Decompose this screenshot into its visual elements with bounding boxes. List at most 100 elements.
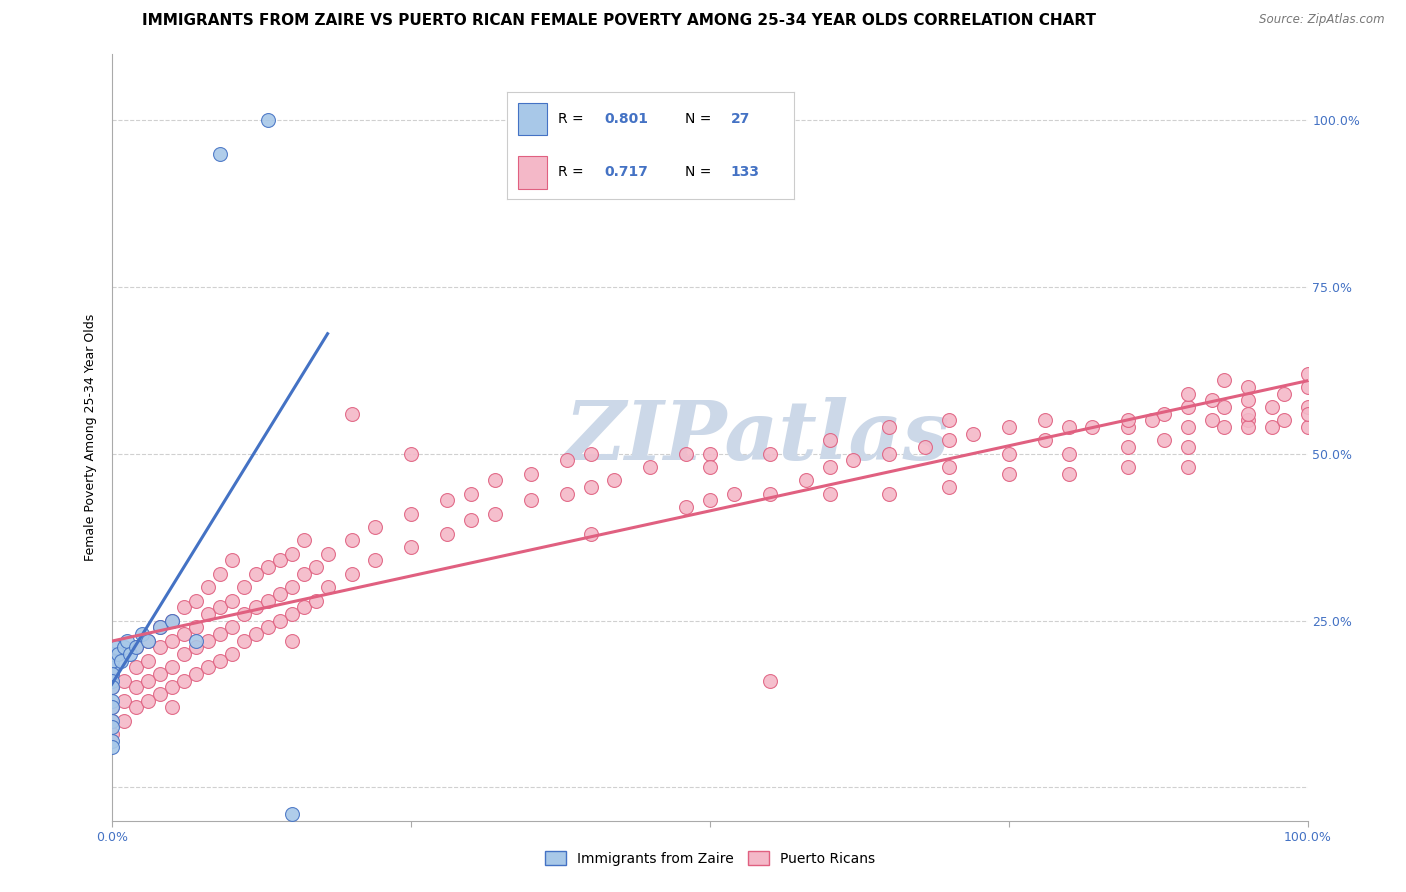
Point <box>173 627 195 641</box>
Point <box>675 447 697 461</box>
Point <box>1177 460 1199 475</box>
Point <box>292 600 315 615</box>
Text: IMMIGRANTS FROM ZAIRE VS PUERTO RICAN FEMALE POVERTY AMONG 25-34 YEAR OLDS CORRE: IMMIGRANTS FROM ZAIRE VS PUERTO RICAN FE… <box>142 13 1095 29</box>
Point <box>209 566 232 581</box>
Point <box>699 447 721 461</box>
Point <box>436 526 458 541</box>
Point <box>101 666 124 681</box>
Point <box>603 474 626 488</box>
Point <box>1296 420 1319 434</box>
Point <box>186 666 208 681</box>
Point <box>101 700 124 714</box>
Point <box>269 553 291 567</box>
Point <box>1296 380 1319 394</box>
Point <box>1033 434 1056 448</box>
Point <box>401 540 423 554</box>
Point <box>162 700 183 714</box>
Point <box>233 607 256 621</box>
Point <box>257 620 280 634</box>
Point <box>340 407 363 421</box>
Point <box>699 493 721 508</box>
Point <box>1261 420 1284 434</box>
Point <box>520 493 543 508</box>
Point <box>101 740 124 755</box>
Point <box>818 460 841 475</box>
Point <box>269 587 291 601</box>
Point <box>281 607 304 621</box>
Point <box>699 460 721 475</box>
Point <box>1118 420 1140 434</box>
Point <box>101 647 124 661</box>
Point <box>115 633 138 648</box>
Point <box>245 566 267 581</box>
Point <box>842 453 865 467</box>
Point <box>221 593 243 607</box>
Point <box>1296 407 1319 421</box>
Point <box>149 640 172 655</box>
Point <box>281 807 304 822</box>
Point <box>555 453 578 467</box>
Point <box>1272 386 1295 401</box>
Point <box>269 614 291 628</box>
Point <box>245 600 267 615</box>
Point <box>759 487 782 501</box>
Point <box>675 500 697 515</box>
Point <box>579 480 602 494</box>
Point <box>138 654 160 668</box>
Point <box>125 680 148 694</box>
Point <box>938 460 960 475</box>
Point <box>138 673 160 688</box>
Point <box>879 487 901 501</box>
Point <box>101 673 124 688</box>
Point <box>1142 413 1164 427</box>
Point <box>149 687 172 701</box>
Point <box>484 474 506 488</box>
Point <box>101 727 124 741</box>
Point <box>914 440 936 454</box>
Point <box>105 640 128 655</box>
Point <box>1272 413 1295 427</box>
Point <box>209 146 232 161</box>
Point <box>460 513 482 527</box>
Point <box>520 467 543 481</box>
Point <box>401 447 423 461</box>
Point <box>162 614 183 628</box>
Point <box>101 654 124 668</box>
Point <box>938 434 960 448</box>
Point <box>818 487 841 501</box>
Point <box>340 566 363 581</box>
Point <box>114 673 135 688</box>
Point <box>101 733 124 747</box>
Point <box>138 633 160 648</box>
Point <box>879 447 901 461</box>
Point <box>162 633 183 648</box>
Point <box>209 627 232 641</box>
Point <box>149 620 172 634</box>
Point <box>1296 367 1319 381</box>
Point <box>938 413 960 427</box>
Point <box>173 600 195 615</box>
Point <box>879 420 901 434</box>
Point <box>1118 413 1140 427</box>
Point <box>998 447 1021 461</box>
Point <box>305 593 328 607</box>
Point <box>962 426 984 441</box>
Point <box>197 660 219 674</box>
Legend: Immigrants from Zaire, Puerto Ricans: Immigrants from Zaire, Puerto Ricans <box>540 846 880 871</box>
Point <box>125 640 148 655</box>
Point <box>257 593 280 607</box>
Point <box>138 633 160 648</box>
Point <box>125 660 148 674</box>
Point <box>138 693 160 707</box>
Point <box>162 660 183 674</box>
Point <box>1177 400 1199 414</box>
Point <box>125 700 148 714</box>
Point <box>723 487 745 501</box>
Point <box>1237 407 1260 421</box>
Point <box>209 600 232 615</box>
Point <box>1237 380 1260 394</box>
Point <box>998 420 1021 434</box>
Point <box>1057 420 1080 434</box>
Point <box>186 633 208 648</box>
Point <box>1213 400 1236 414</box>
